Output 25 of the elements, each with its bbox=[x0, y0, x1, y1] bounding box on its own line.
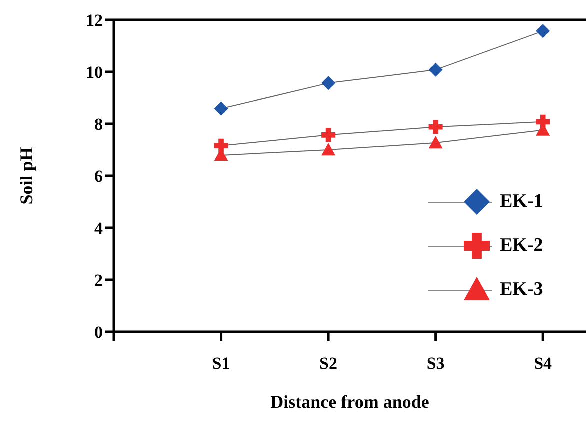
y-tick-label: 6 bbox=[94, 167, 103, 186]
y-tick-label: 8 bbox=[94, 115, 103, 134]
point bbox=[428, 136, 443, 149]
legend-label: EK-1 bbox=[500, 191, 544, 213]
y-tick-label: 0 bbox=[94, 323, 103, 342]
y-tick-label: 10 bbox=[86, 63, 103, 82]
x-tick-label: S1 bbox=[212, 354, 230, 374]
point bbox=[322, 76, 336, 90]
y-axis-title: Soil pH bbox=[16, 147, 36, 205]
point bbox=[428, 62, 443, 77]
x-tick-label: S3 bbox=[426, 354, 445, 374]
x-tick-label: S4 bbox=[534, 354, 553, 374]
y-tick-label: 4 bbox=[94, 219, 104, 238]
legend-label: EK-2 bbox=[500, 235, 544, 257]
point bbox=[214, 138, 228, 153]
legend-label: EK-3 bbox=[500, 279, 544, 301]
point bbox=[214, 102, 228, 116]
point bbox=[536, 24, 550, 38]
point bbox=[322, 128, 336, 142]
point bbox=[428, 120, 443, 134]
y-tick-label: 2 bbox=[94, 271, 103, 290]
x-tick-label: S2 bbox=[320, 354, 338, 374]
y-tick-label: 12 bbox=[86, 11, 103, 30]
x-axis-title: Distance from anode bbox=[270, 392, 430, 412]
point bbox=[322, 143, 336, 156]
